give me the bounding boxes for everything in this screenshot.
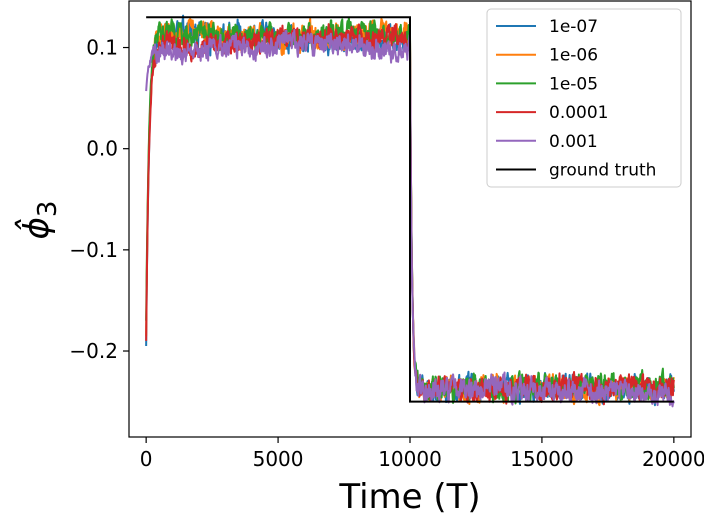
svg-text:ϕ̂3: ϕ̂3 xyxy=(15,201,63,240)
x-tick-label: 20000 xyxy=(642,447,704,471)
x-axis-ticks: 0 5000 10000 15000 20000 xyxy=(140,437,704,471)
y-axis-label-main: ϕ xyxy=(15,217,57,239)
x-tick-label: 0 xyxy=(140,447,153,471)
x-tick-label: 10000 xyxy=(378,447,442,471)
legend: 1e-07 1e-06 1e-05 0.0001 0.001 ground truth xyxy=(486,8,682,188)
legend-label: 0.001 xyxy=(549,132,598,152)
y-axis-label-subscript: 3 xyxy=(33,201,63,218)
x-tick-label: 5000 xyxy=(253,447,304,471)
y-tick-label: −0.1 xyxy=(69,238,118,262)
x-axis-label: Time (T) xyxy=(338,477,480,516)
legend-label: 1e-05 xyxy=(549,74,598,94)
y-tick-label: 0.0 xyxy=(86,137,118,161)
legend-label: 1e-06 xyxy=(549,46,598,66)
legend-label: 0.0001 xyxy=(549,103,608,123)
y-tick-label: −0.2 xyxy=(69,339,118,363)
y-tick-label: 0.1 xyxy=(86,36,118,60)
x-tick-label: 15000 xyxy=(510,447,574,471)
legend-label: ground truth xyxy=(549,161,656,181)
legend-box xyxy=(486,8,682,188)
plot-area xyxy=(145,14,675,408)
y-axis-label: ϕ̂3 xyxy=(15,201,63,240)
legend-label: 1e-07 xyxy=(549,17,598,37)
ground-truth-line xyxy=(146,16,674,403)
y-axis-ticks: −0.2 −0.1 0.0 0.1 xyxy=(69,36,129,363)
